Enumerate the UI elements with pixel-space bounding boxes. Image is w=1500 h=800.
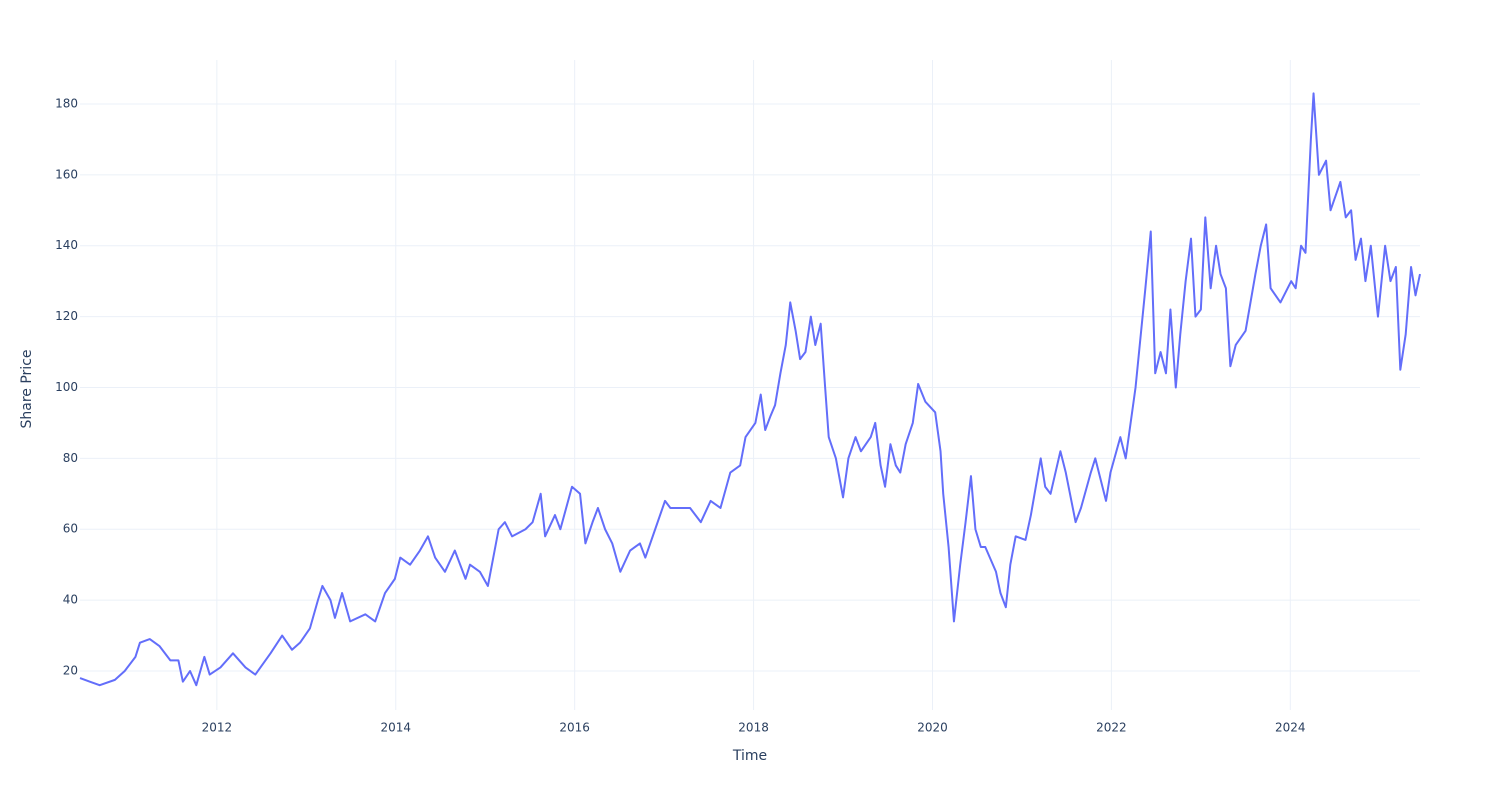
x-tick-label: 2020 (917, 721, 948, 735)
x-tick-label: 2024 (1275, 721, 1306, 735)
x-tick-label: 2016 (559, 721, 590, 735)
y-tick-label: 160 (55, 167, 78, 181)
y-tick-label: 80 (63, 451, 78, 465)
y-tick-label: 180 (55, 96, 78, 110)
y-tick-label: 60 (63, 522, 78, 536)
x-tick-label: 2014 (380, 721, 411, 735)
y-axis-title: Share Price (19, 349, 35, 428)
y-tick-label: 20 (63, 664, 78, 678)
x-axis-title: Time (732, 748, 767, 764)
price-line (79, 92, 1421, 687)
x-tick-label: 2022 (1096, 721, 1127, 735)
y-tick-label: 140 (55, 238, 78, 252)
y-tick-label: 40 (63, 593, 78, 607)
x-tick-label: 2012 (202, 721, 233, 735)
y-tick-label: 120 (55, 309, 78, 323)
x-tick-label: 2018 (738, 721, 769, 735)
y-tick-label: 100 (55, 380, 78, 394)
